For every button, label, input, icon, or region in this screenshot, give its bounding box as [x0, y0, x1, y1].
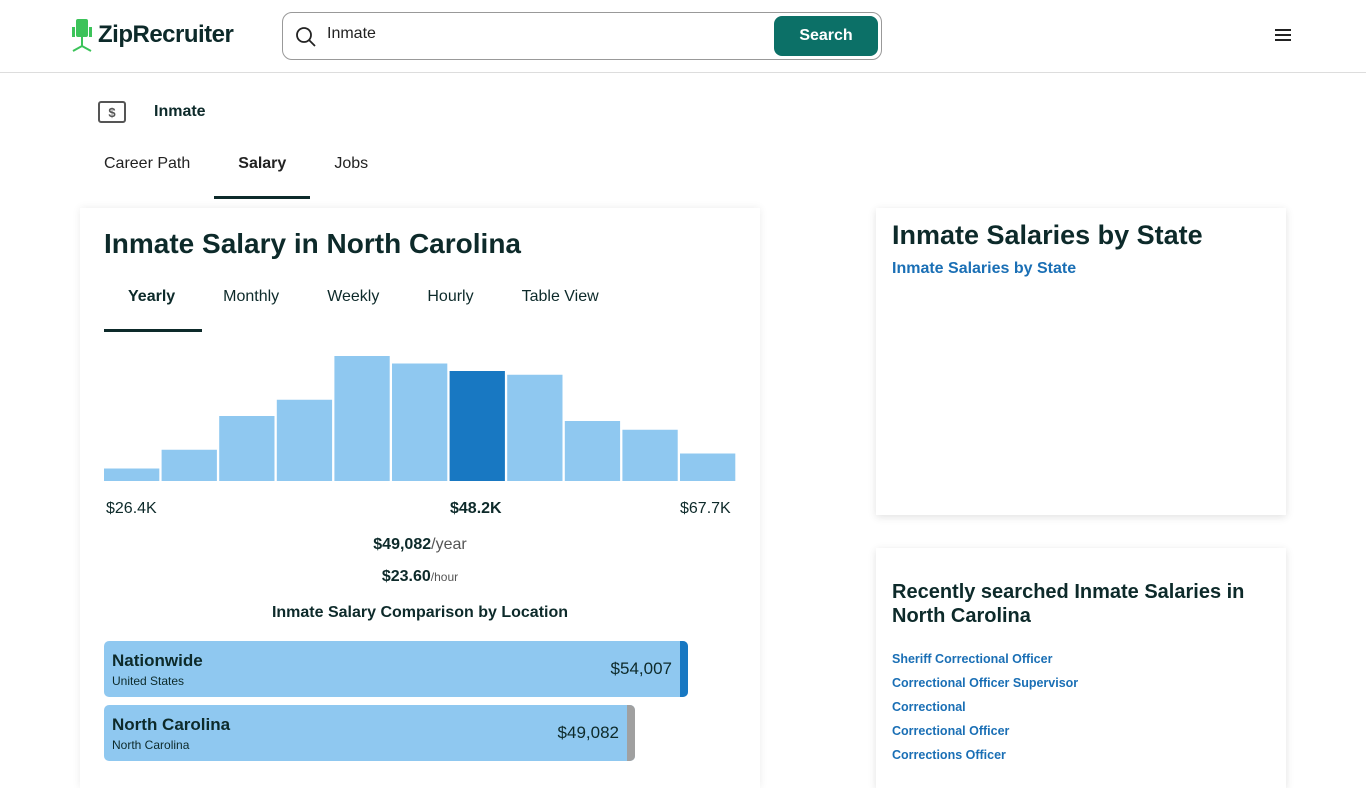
tab-monthly[interactable]: Monthly: [223, 288, 280, 305]
salary-histogram: [104, 356, 736, 481]
yearly-salary: $49,082/year: [80, 536, 760, 554]
salary-card: Inmate Salary in North Carolina Yearly M…: [80, 208, 760, 788]
histogram-bar: [334, 356, 390, 481]
comparison-edge: [680, 641, 688, 697]
recent-link[interactable]: Correctional Officer: [892, 724, 1010, 738]
min-label: $26.4K: [106, 500, 157, 517]
recent-link[interactable]: Correctional: [892, 700, 966, 714]
histogram-bar: [449, 371, 505, 481]
recent-searches-card: Recently searched Inmate Salaries in Nor…: [876, 548, 1286, 788]
comparison-title: Inmate Salary Comparison by Location: [271, 604, 569, 621]
yearly-value: $49,082: [373, 536, 432, 553]
histogram-bar: [104, 468, 160, 481]
logo[interactable]: ZipRecruiter: [70, 17, 234, 53]
job-title: Inmate: [154, 103, 206, 120]
histogram-bar: [219, 416, 275, 481]
salaries-by-state-card: Inmate Salaries by State Inmate Salaries…: [876, 208, 1286, 515]
search-input[interactable]: [327, 25, 747, 43]
hourly-value: $23.60: [381, 568, 431, 585]
hamburger-menu-icon[interactable]: [1275, 28, 1291, 42]
histogram-bar: [276, 399, 333, 481]
money-icon: $: [98, 101, 126, 123]
hourly-salary: $23.60/hour: [80, 568, 760, 586]
comparison-north-carolina[interactable]: North Carolina North Carolina $49,082: [104, 705, 635, 761]
comparison-name: Nationwide: [112, 651, 203, 670]
histogram-bar: [564, 421, 621, 481]
recent-link[interactable]: Sheriff Correctional Officer: [892, 652, 1053, 666]
yearly-unit: /year: [431, 536, 467, 553]
comparison-sub: North Carolina: [112, 738, 190, 752]
chair-icon: [72, 19, 92, 52]
recent-link[interactable]: Corrections Officer: [892, 748, 1006, 762]
histogram-bar: [161, 449, 217, 481]
page-title: Inmate Salary in North Carolina: [104, 228, 521, 259]
logo-text: ZipRecruiter: [98, 21, 234, 48]
search-icon: [296, 27, 316, 47]
tab-weekly[interactable]: Weekly: [327, 288, 380, 305]
tab-yearly[interactable]: Yearly: [104, 280, 203, 332]
histogram-bar: [680, 453, 736, 481]
hourly-unit: /hour: [430, 570, 459, 584]
histogram-bar: [507, 374, 563, 481]
search-button[interactable]: Search: [774, 16, 878, 56]
recent-title: Recently searched Inmate Salaries in Nor…: [892, 581, 1245, 627]
comparison-edge: [627, 705, 635, 761]
comparison-sub: United States: [112, 674, 185, 688]
comparison-nationwide[interactable]: Nationwide United States $54,007: [104, 641, 688, 697]
page-nav: Career Path Salary Jobs: [80, 145, 392, 199]
recent-link[interactable]: Correctional Officer Supervisor: [892, 676, 1079, 690]
histogram-bar: [392, 363, 448, 481]
search-bar: Search: [282, 12, 882, 60]
nav-career-path[interactable]: Career Path: [104, 155, 191, 172]
histogram-bar: [622, 429, 678, 481]
mid-label: $48.2K: [450, 500, 502, 517]
job-title-row: $ Inmate: [98, 100, 206, 124]
state-map-image[interactable]: Inmate Salaries by State: [892, 260, 1077, 277]
svg-text:$: $: [108, 105, 116, 120]
tab-hourly[interactable]: Hourly: [427, 288, 474, 305]
tab-table-view[interactable]: Table View: [521, 288, 599, 305]
nav-jobs[interactable]: Jobs: [334, 155, 369, 172]
max-label: $67.7K: [680, 500, 731, 517]
comparison-value: $54,007: [610, 659, 672, 678]
comparison-value: $49,082: [557, 723, 619, 742]
nav-salary[interactable]: Salary: [214, 145, 311, 199]
header: ZipRecruiter Search: [0, 0, 1366, 73]
comparison-name: North Carolina: [112, 715, 231, 734]
state-title: Inmate Salaries by State: [892, 220, 1203, 250]
period-tabs: Yearly Monthly Weekly Hourly Table View: [104, 280, 623, 332]
